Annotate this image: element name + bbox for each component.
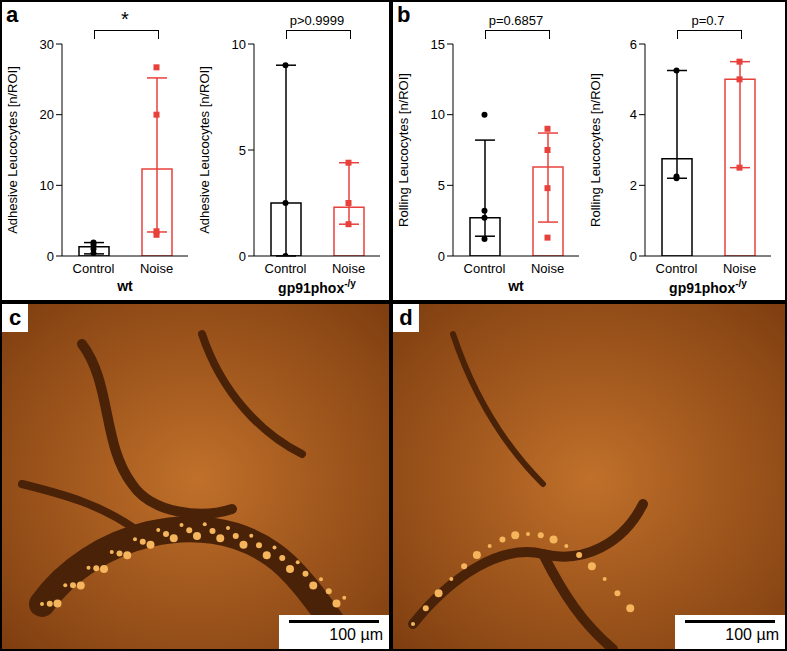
html-text:100 µm: 100 µm [329, 626, 383, 643]
svg-text:Adhesive Leucocytes [n/ROI]: Adhesive Leucocytes [n/ROI] [197, 66, 212, 234]
svg-text:4: 4 [630, 107, 637, 122]
html-text:b: b [397, 2, 411, 27]
html-text:100 µm: 100 µm [725, 626, 779, 643]
html-text:gp91phox-/y: gp91phox-/y [669, 278, 747, 296]
svg-text:Noise: Noise [140, 261, 173, 276]
svg-text:Noise: Noise [332, 261, 365, 276]
svg-text:0: 0 [47, 249, 54, 264]
svg-text:5: 5 [438, 178, 445, 193]
svg-text:0: 0 [239, 249, 246, 264]
svg-text:15: 15 [431, 37, 445, 52]
html-text:p=0.7: p=0.7 [691, 13, 725, 28]
svg-text:Control: Control [73, 261, 115, 276]
html-text:wt: wt [508, 278, 524, 294]
svg-text:Rolling Leucocytes [n/ROI]: Rolling Leucocytes [n/ROI] [588, 73, 603, 227]
html-text:wt: wt [117, 278, 133, 294]
svg-text:0: 0 [438, 249, 445, 264]
svg-text:10: 10 [232, 37, 246, 52]
svg-text:Noise: Noise [531, 261, 564, 276]
html-text:gp91phox-/y: gp91phox-/y [278, 278, 356, 296]
svg-text:6: 6 [630, 37, 637, 52]
html-text:c: c [8, 305, 22, 330]
svg-text:Control: Control [265, 261, 307, 276]
svg-text:Rolling Leucocytes [n/ROI]: Rolling Leucocytes [n/ROI] [396, 73, 411, 227]
svg-text:Control: Control [464, 261, 506, 276]
svg-text:20: 20 [40, 107, 54, 122]
svg-text:0: 0 [630, 249, 637, 264]
svg-text:Adhesive Leucocytes [n/ROI]: Adhesive Leucocytes [n/ROI] [5, 66, 20, 234]
svg-text:Control: Control [656, 261, 698, 276]
svg-text:2: 2 [630, 178, 637, 193]
html-text:a: a [6, 2, 19, 27]
svg-text:10: 10 [40, 178, 54, 193]
svg-text:5: 5 [239, 143, 246, 158]
html-text:p>0.9999: p>0.9999 [289, 13, 345, 28]
html-text:p=0.6857: p=0.6857 [488, 13, 544, 28]
svg-text:10: 10 [431, 107, 445, 122]
svg-text:30: 30 [40, 37, 54, 52]
html-text:d: d [399, 305, 413, 330]
svg-text:Noise: Noise [723, 261, 756, 276]
